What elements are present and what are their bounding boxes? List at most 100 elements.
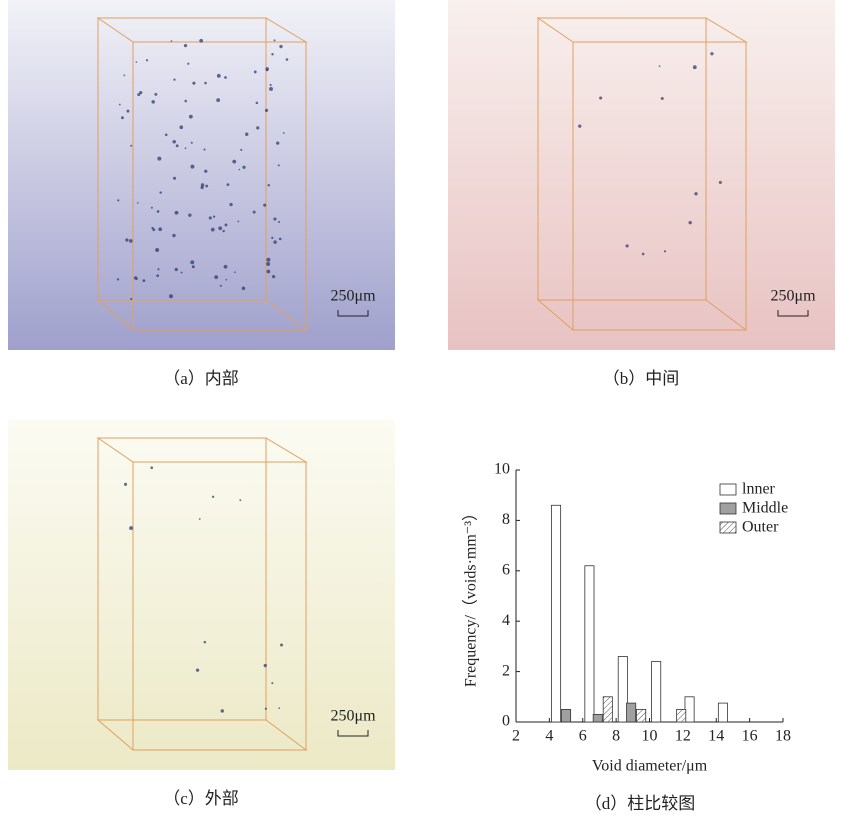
void-dot: [204, 641, 207, 644]
caption: （d）柱比较图: [585, 794, 696, 813]
void-dot: [710, 52, 713, 55]
void-dot: [664, 250, 666, 252]
void-dot: [279, 45, 282, 48]
bar: [637, 709, 646, 722]
scale-label: 250μm: [770, 288, 816, 305]
void-dot: [278, 221, 280, 223]
x-tick-label: 14: [708, 728, 724, 745]
void-dot: [225, 224, 228, 227]
void-dot: [286, 58, 289, 61]
void-dot: [268, 184, 270, 186]
void-dot: [271, 237, 273, 239]
void-dot: [270, 84, 272, 86]
void-dot: [719, 181, 722, 184]
bar: [627, 703, 636, 722]
caption: （c）外部: [163, 789, 239, 808]
void-dot: [151, 207, 153, 209]
void-dot: [136, 61, 138, 63]
bar: [593, 714, 602, 722]
bar: [677, 709, 686, 722]
x-axis-label: Void diameter/μm: [592, 758, 708, 775]
caption: （a）内部: [163, 369, 239, 388]
void-dot: [130, 145, 132, 147]
void-dot: [272, 275, 275, 278]
void-dot: [187, 63, 189, 65]
void-dot: [279, 238, 282, 241]
void-dot: [175, 211, 179, 215]
void-dot: [156, 274, 159, 277]
void-dot: [172, 234, 175, 237]
void-dot: [659, 65, 661, 67]
void-dot: [157, 157, 161, 161]
x-tick-label: 12: [675, 728, 691, 745]
void-dot: [126, 110, 129, 113]
void-dot: [278, 164, 280, 166]
void-dot: [157, 268, 159, 270]
y-tick-label: 6: [502, 561, 510, 578]
void-dot: [130, 298, 132, 300]
void-dot: [245, 133, 248, 136]
void-dot: [150, 466, 153, 469]
void-dot: [271, 53, 273, 55]
void-dot: [173, 177, 176, 180]
x-tick-label: 6: [579, 728, 587, 745]
y-tick-label: 10: [494, 461, 510, 478]
void-dot: [224, 265, 228, 269]
void-dot: [204, 170, 207, 173]
void-dot: [273, 217, 276, 220]
void-dot: [224, 76, 227, 79]
void-dot: [266, 69, 268, 71]
x-tick-label: 10: [642, 728, 658, 745]
void-dot: [184, 44, 187, 47]
void-dot: [263, 204, 266, 207]
void-dot: [242, 287, 245, 290]
void-dot: [234, 271, 236, 273]
void-dot: [205, 185, 208, 188]
void-dot: [254, 71, 257, 74]
void-dot: [176, 144, 179, 147]
void-dot: [137, 93, 140, 96]
void-dot: [626, 244, 629, 247]
void-dot: [242, 166, 245, 169]
bar: [561, 709, 570, 722]
void-dot: [217, 74, 221, 78]
void-dot: [269, 87, 273, 91]
void-dot: [129, 526, 133, 530]
void-dot: [188, 213, 191, 216]
void-dot: [225, 279, 227, 281]
void-dot: [227, 183, 230, 186]
x-tick-label: 8: [612, 728, 620, 745]
void-dot: [185, 147, 187, 149]
scale-label: 250μm: [330, 708, 376, 725]
void-dot: [125, 238, 128, 241]
void-dot: [192, 82, 195, 85]
void-dot: [240, 149, 242, 151]
void-dot: [688, 221, 691, 224]
void-dot: [642, 253, 645, 256]
void-dot: [134, 276, 138, 280]
void-dot: [266, 258, 270, 262]
void-dot: [256, 126, 259, 129]
void-dot: [159, 191, 161, 193]
void-dot: [189, 115, 193, 119]
void-dot: [121, 116, 124, 119]
void-dot: [216, 98, 220, 102]
void-dot: [184, 100, 187, 103]
void-dot: [196, 668, 199, 671]
void-dot: [274, 39, 276, 41]
void-dot: [214, 275, 218, 279]
bar: [685, 697, 694, 722]
bar: [551, 505, 560, 722]
void-dot: [165, 133, 168, 136]
void-dot: [155, 248, 159, 252]
void-dot: [199, 39, 203, 43]
void-dot: [173, 79, 175, 81]
bar: [618, 656, 627, 722]
legend-label: Middle: [742, 500, 788, 517]
void-dot: [599, 96, 602, 99]
void-dot: [232, 160, 236, 164]
void-dot: [221, 709, 224, 712]
void-dot: [239, 499, 241, 501]
void-dot: [237, 221, 239, 223]
void-dot: [266, 262, 270, 266]
